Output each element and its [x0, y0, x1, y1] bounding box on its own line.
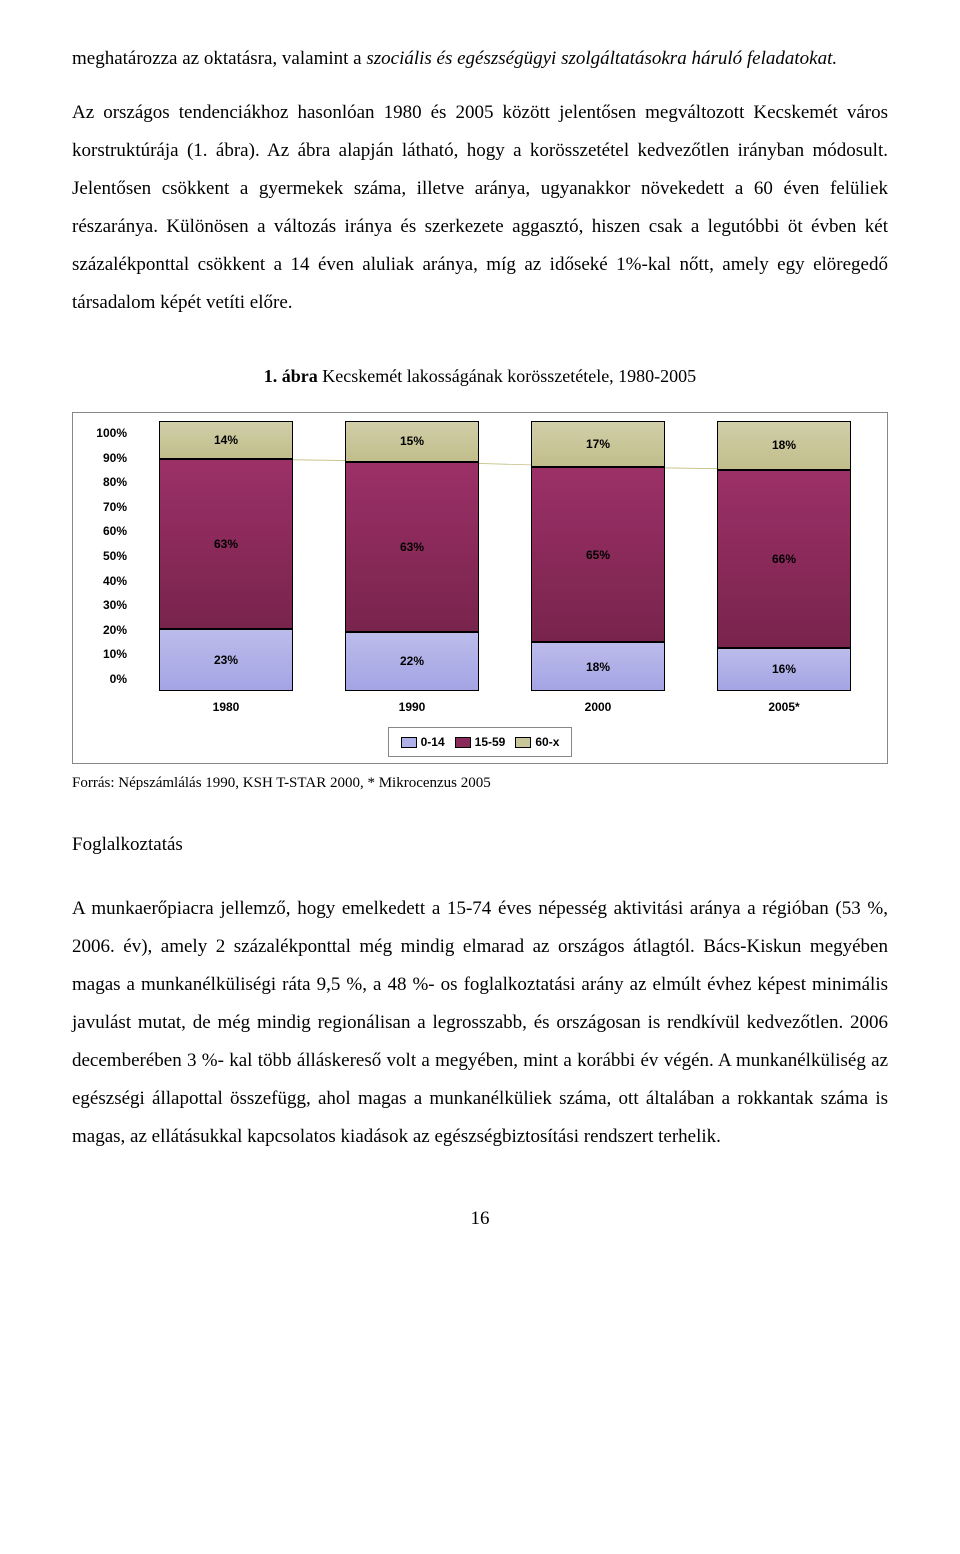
legend-swatch [455, 737, 471, 748]
bar: 23% 63% 14% [159, 421, 293, 691]
plot-area: 100%90%80%70%60%50%40%30%20%10%0% 23% 63%… [83, 421, 877, 691]
y-tick: 60% [83, 519, 127, 543]
segment-label: 22% [400, 649, 424, 673]
y-axis: 100%90%80%70%60%50%40%30%20%10%0% [83, 421, 133, 691]
chart-title: 1. ábra Kecskemét lakosságának korösszet… [72, 358, 888, 394]
y-tick: 50% [83, 544, 127, 568]
legend-swatch [401, 737, 417, 748]
paragraph-1: meghatározza az oktatásra, valamint a sz… [72, 40, 888, 78]
chart-container: 100%90%80%70%60%50%40%30%20%10%0% 23% 63%… [72, 412, 888, 764]
bar-segment: 22% [345, 632, 479, 691]
paragraph-3: A munkaerőpiacra jellemző, hogy emelkede… [72, 890, 888, 1156]
legend-item: 0-14 [401, 730, 445, 754]
bar: 16% 66% 18% [717, 421, 851, 691]
bar-segment: 14% [159, 421, 293, 459]
segment-label: 14% [214, 428, 238, 452]
y-tick: 90% [83, 446, 127, 470]
subsection-heading: Foglalkoztatás [72, 826, 888, 864]
bar: 18% 65% 17% [531, 421, 665, 691]
y-tick: 0% [83, 667, 127, 691]
x-tick: 2005* [691, 695, 877, 719]
segment-label: 65% [586, 543, 610, 567]
y-tick: 70% [83, 495, 127, 519]
bar-segment: 18% [717, 421, 851, 470]
bar-segment: 15% [345, 421, 479, 462]
bar-segment: 63% [159, 459, 293, 629]
bar-segment: 65% [531, 467, 665, 643]
segment-label: 63% [400, 535, 424, 559]
page-number: 16 [72, 1200, 888, 1238]
bar-segment: 16% [717, 648, 851, 691]
bar-segment: 17% [531, 421, 665, 467]
segment-label: 18% [586, 655, 610, 679]
bar-segment: 18% [531, 642, 665, 691]
segment-label: 66% [772, 547, 796, 571]
para1-pre: meghatározza az oktatásra, valamint a [72, 48, 366, 69]
y-tick: 20% [83, 618, 127, 642]
segment-label: 63% [214, 532, 238, 556]
para1-italic: szociális és egészségügyi szolgáltatások… [366, 48, 837, 69]
bar-column: 18% 65% 17% [505, 421, 691, 691]
chart-title-bold: 1. ábra [264, 366, 318, 386]
legend-swatch [515, 737, 531, 748]
x-tick: 1980 [133, 695, 319, 719]
bar-column: 23% 63% 14% [133, 421, 319, 691]
x-tick: 2000 [505, 695, 691, 719]
bar-segment: 63% [345, 462, 479, 632]
legend-label: 0-14 [421, 730, 445, 754]
bar: 22% 63% 15% [345, 421, 479, 691]
bar-segment: 23% [159, 629, 293, 691]
y-tick: 30% [83, 593, 127, 617]
segment-label: 15% [400, 429, 424, 453]
bar-segment: 66% [717, 470, 851, 648]
legend-label: 15-59 [475, 730, 506, 754]
chart-title-rest: Kecskemét lakosságának korösszetétele, 1… [318, 366, 696, 386]
legend-label: 60-x [535, 730, 559, 754]
x-tick: 1990 [319, 695, 505, 719]
segment-label: 23% [214, 648, 238, 672]
segment-label: 16% [772, 657, 796, 681]
bar-column: 16% 66% 18% [691, 421, 877, 691]
segment-label: 18% [772, 433, 796, 457]
x-axis-labels: 1980199020002005* [133, 695, 877, 719]
legend-item: 60-x [515, 730, 559, 754]
y-tick: 100% [83, 421, 127, 445]
bar-column: 22% 63% 15% [319, 421, 505, 691]
paragraph-2: Az országos tendenciákhoz hasonlóan 1980… [72, 94, 888, 322]
y-tick: 40% [83, 569, 127, 593]
legend-item: 15-59 [455, 730, 506, 754]
chart-source: Forrás: Népszámlálás 1990, KSH T-STAR 20… [72, 768, 888, 798]
segment-label: 17% [586, 432, 610, 456]
y-tick: 80% [83, 470, 127, 494]
bars-wrap: 23% 63% 14% 22% 63% 15% 18% 65% 17% 16% 66% 18% [133, 421, 877, 691]
chart-legend: 0-14 15-59 60-x [388, 727, 573, 757]
y-tick: 10% [83, 642, 127, 666]
